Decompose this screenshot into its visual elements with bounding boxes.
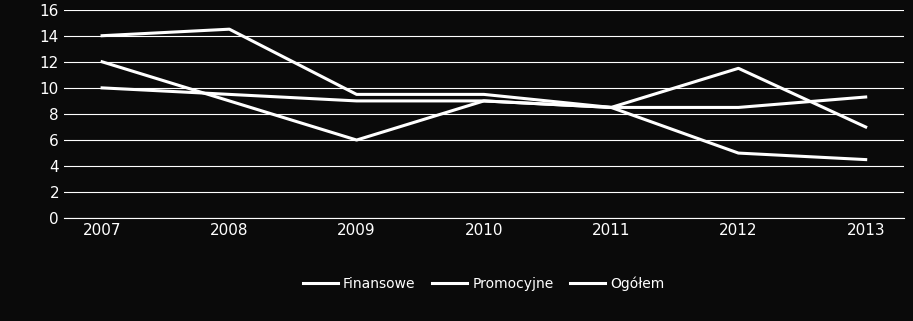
- Line: Promocyjne: Promocyjne: [102, 62, 866, 160]
- Ogółem: [605, 106, 616, 109]
- Promocyjne: [733, 151, 744, 155]
- Line: Ogółem: Ogółem: [102, 68, 866, 127]
- Finansowe: [605, 106, 616, 109]
- Finansowe: [733, 106, 744, 109]
- Promocyjne: [860, 158, 871, 161]
- Finansowe: [478, 92, 489, 96]
- Promocyjne: [605, 106, 616, 109]
- Ogółem: [478, 99, 489, 103]
- Promocyjne: [352, 138, 362, 142]
- Ogółem: [97, 86, 108, 90]
- Ogółem: [352, 99, 362, 103]
- Promocyjne: [97, 60, 108, 64]
- Finansowe: [224, 27, 235, 31]
- Ogółem: [733, 66, 744, 70]
- Finansowe: [97, 34, 108, 38]
- Ogółem: [860, 125, 871, 129]
- Ogółem: [224, 92, 235, 96]
- Finansowe: [860, 95, 871, 99]
- Promocyjne: [478, 99, 489, 103]
- Line: Finansowe: Finansowe: [102, 29, 866, 108]
- Finansowe: [352, 92, 362, 96]
- Legend: Finansowe, Promocyjne, Ogółem: Finansowe, Promocyjne, Ogółem: [298, 271, 670, 297]
- Promocyjne: [224, 99, 235, 103]
